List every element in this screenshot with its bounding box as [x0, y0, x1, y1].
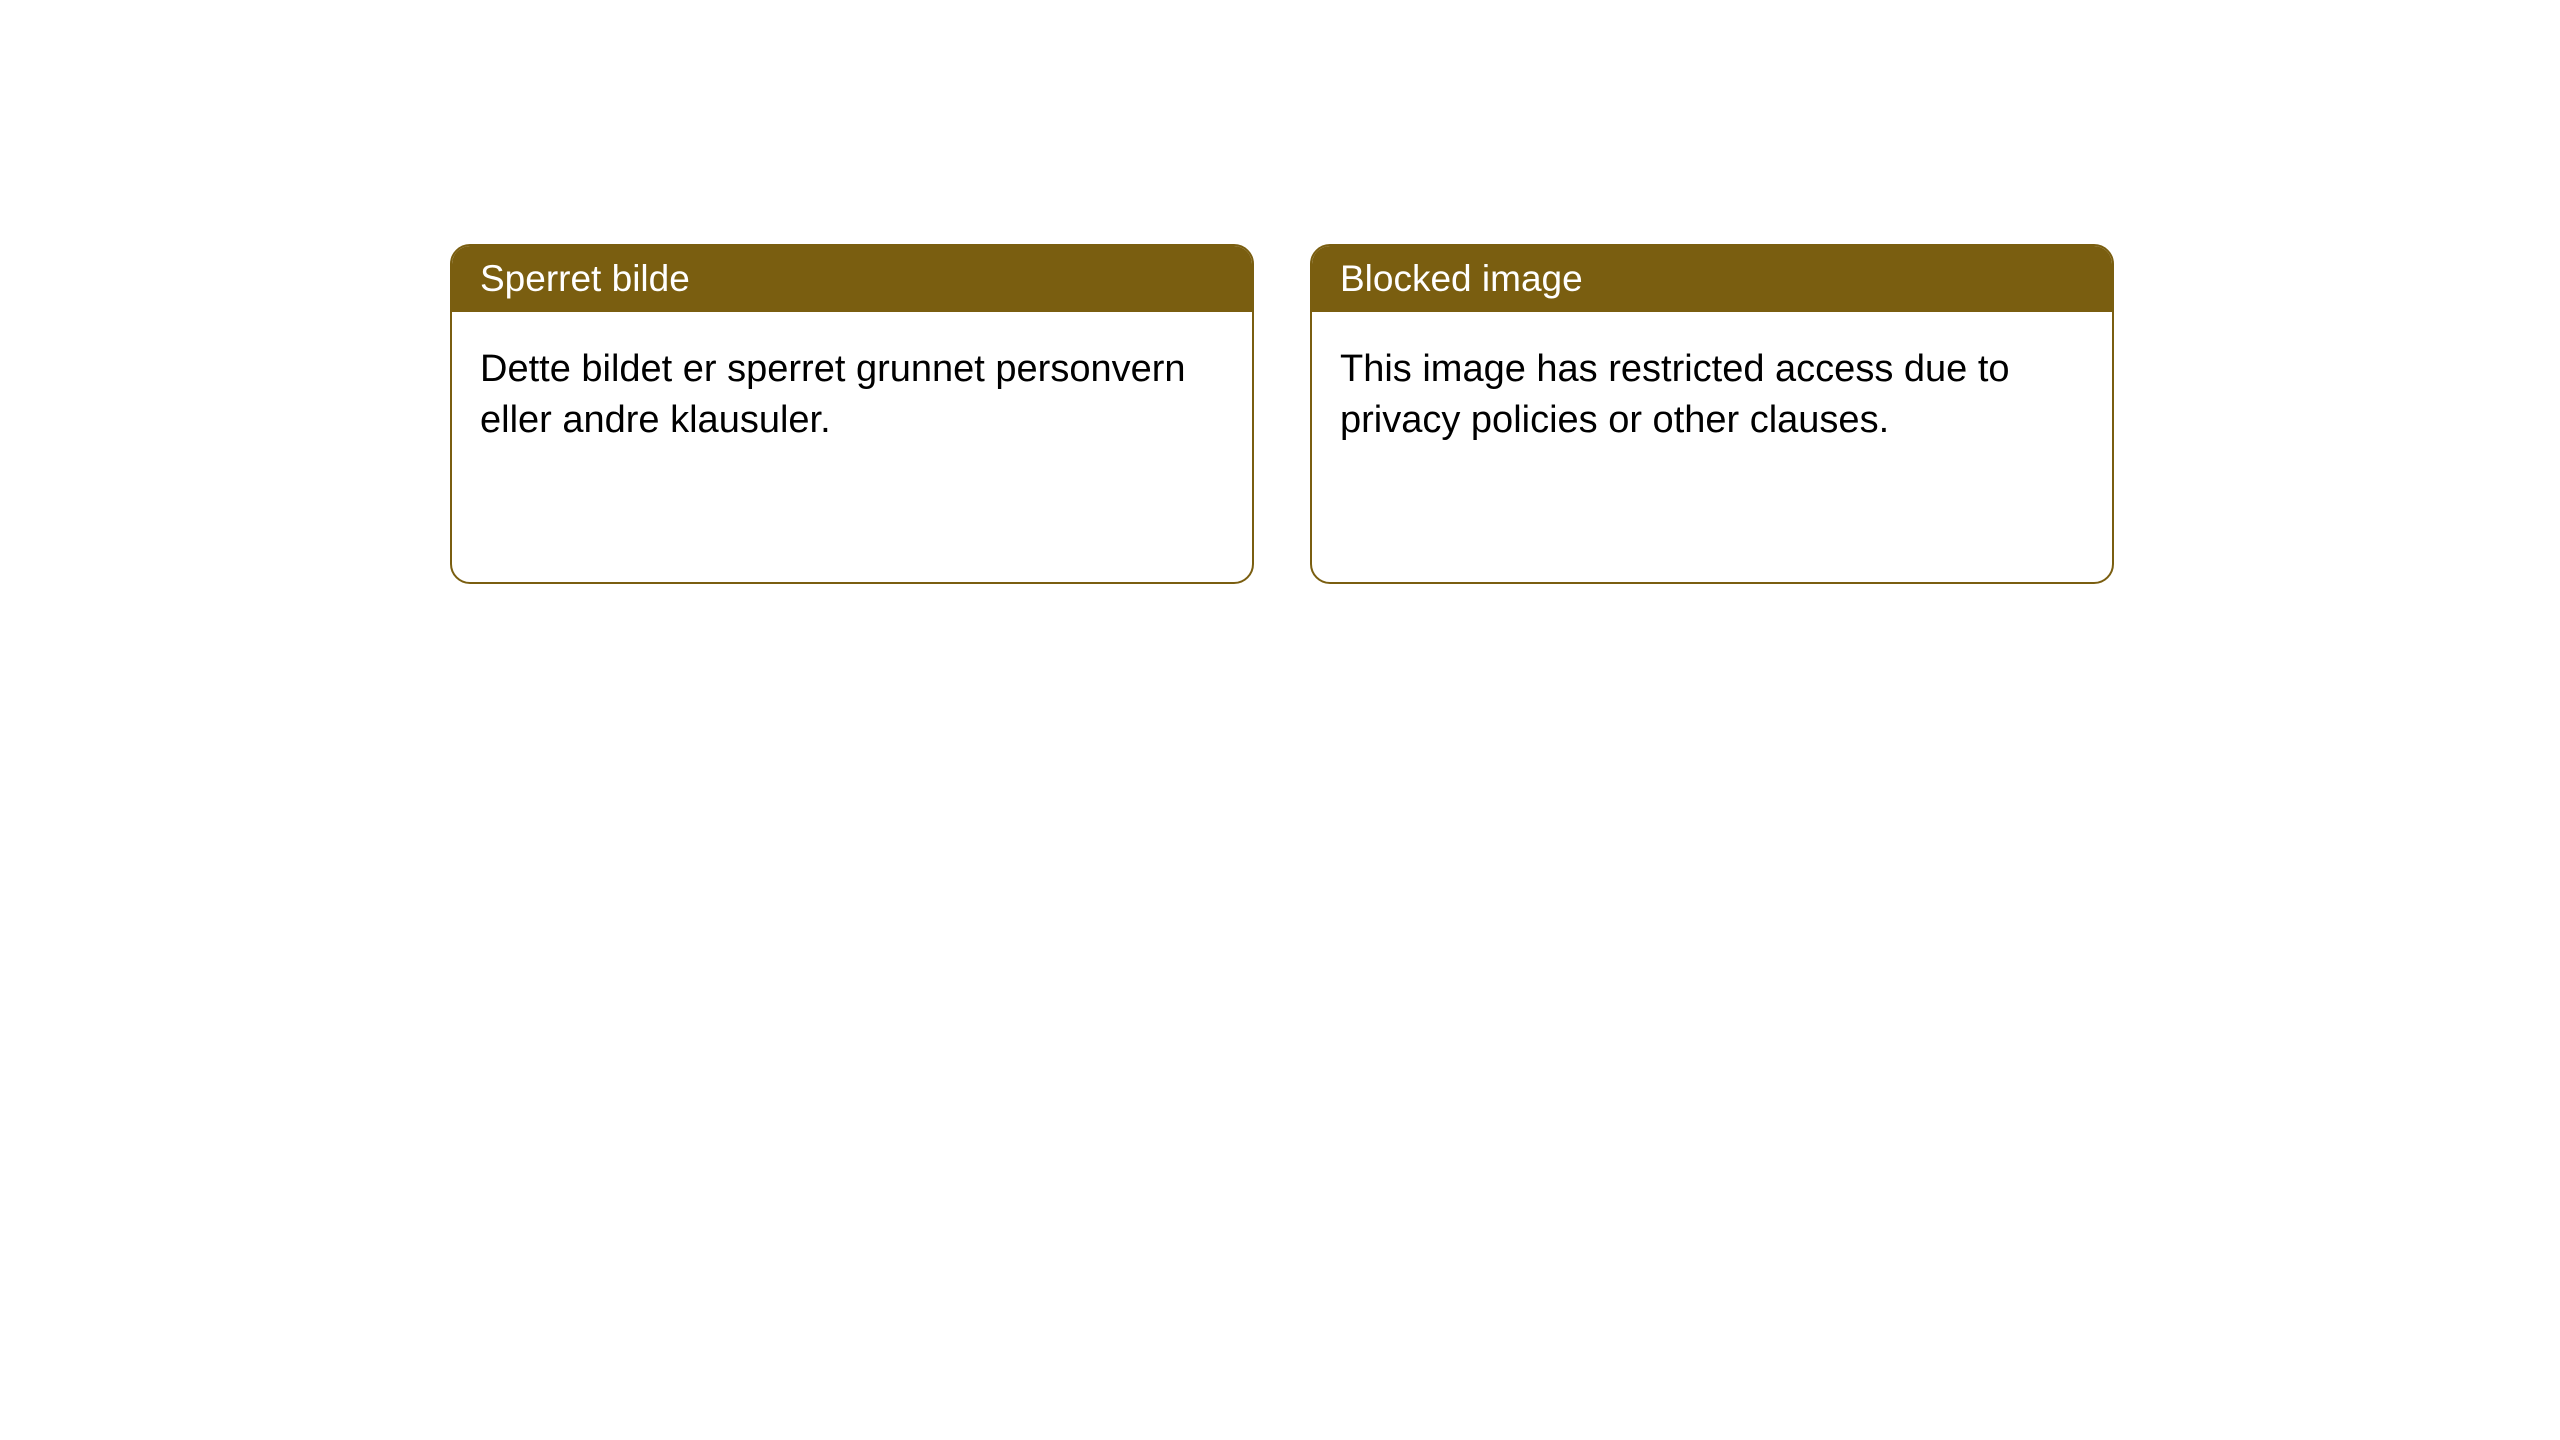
notice-container: Sperret bilde Dette bildet er sperret gr… — [0, 0, 2560, 584]
notice-card-title: Blocked image — [1312, 246, 2112, 312]
notice-card-norwegian: Sperret bilde Dette bildet er sperret gr… — [450, 244, 1254, 584]
notice-card-body: Dette bildet er sperret grunnet personve… — [452, 312, 1252, 479]
notice-card-body: This image has restricted access due to … — [1312, 312, 2112, 479]
notice-card-title: Sperret bilde — [452, 246, 1252, 312]
notice-card-english: Blocked image This image has restricted … — [1310, 244, 2114, 584]
